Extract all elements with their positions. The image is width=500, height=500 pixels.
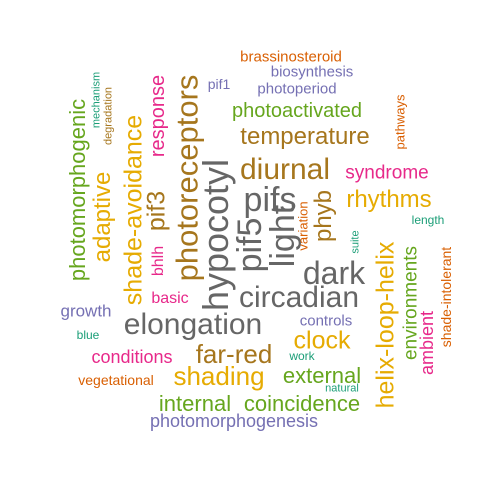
word-natural: natural [325, 382, 359, 395]
word-external: external [282, 363, 362, 388]
word-degradation: degradation [102, 86, 115, 146]
word-growth: growth [60, 301, 112, 321]
word-far-red: far-red [195, 339, 273, 369]
word-variation: variation [295, 201, 311, 251]
word-pif3: pif3 [142, 190, 171, 232]
word-helix-loop-helix: helix-loop-helix [371, 241, 400, 409]
word-shading: shading [173, 361, 265, 391]
word-suite: suite [349, 230, 362, 254]
word-dark: dark [302, 255, 366, 291]
word-ambient: ambient [417, 310, 437, 376]
word-photoactivated: photoactivated [231, 100, 363, 122]
word-response: response [147, 74, 169, 158]
word-mechanism: mechanism [90, 71, 103, 129]
word-clock: clock [293, 326, 351, 355]
word-conditions: conditions [91, 347, 173, 367]
word-shade-intolerant: shade-intolerant [438, 246, 454, 348]
word-basic: basic [151, 290, 189, 307]
word-biosynthesis: biosynthesis [270, 63, 354, 81]
word-temperature: temperature [240, 123, 370, 150]
word-controls: controls [299, 312, 353, 330]
word-photomorphogenic: photomorphogenic [65, 98, 90, 282]
word-blue: blue [76, 328, 100, 342]
word-photoperiod: photoperiod [257, 80, 337, 98]
word-hypocotyl: hypocotyl [195, 158, 236, 312]
word-vegetational: vegetational [78, 372, 154, 388]
word-syndrome: syndrome [345, 162, 429, 184]
word-pifs: pifs [243, 181, 297, 219]
word-internal: internal [158, 391, 232, 416]
word-phyb: phyb [310, 189, 337, 243]
word-length: length [411, 213, 445, 227]
word-elongation: elongation [123, 308, 263, 341]
word-pathways: pathways [392, 94, 408, 150]
word-photomorphogenesis: photomorphogenesis [149, 411, 319, 431]
word-brassinosteroid: brassinosteroid [240, 48, 342, 66]
word-rhythms: rhythms [346, 186, 432, 213]
word-coincidence: coincidence [243, 391, 361, 416]
word-pif5: pif5 [231, 217, 269, 273]
word-diurnal: diurnal [239, 153, 331, 186]
word-bhlh: bhlh [150, 245, 167, 277]
word-circadian: circadian [238, 281, 360, 314]
word-pif1: pif1 [207, 76, 231, 92]
word-work: work [289, 349, 315, 363]
word-adaptive: adaptive [89, 171, 116, 263]
